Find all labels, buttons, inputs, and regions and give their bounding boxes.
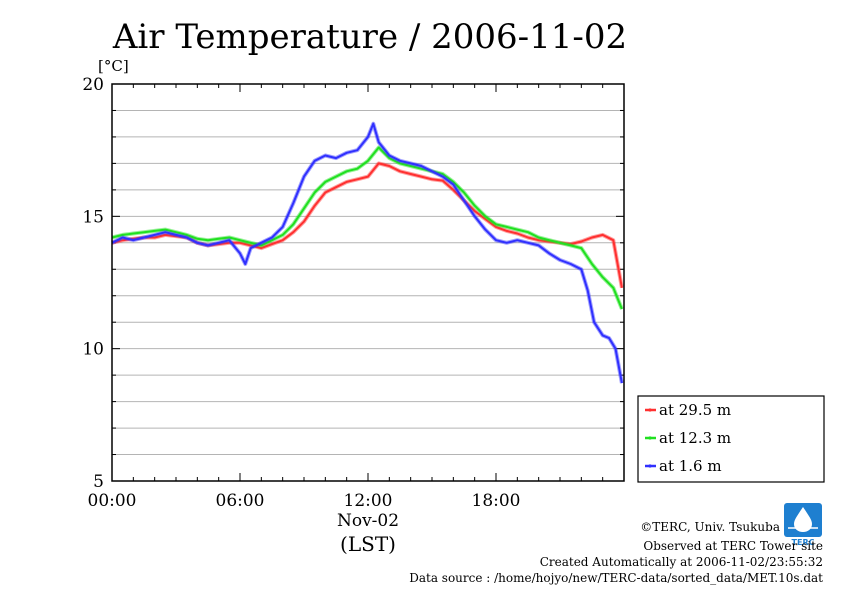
series-line-2 <box>111 122 623 384</box>
legend: at 29.5 m at 12.3 m at 1.6 m <box>645 401 731 475</box>
y-tick-label: 5 <box>93 472 104 492</box>
legend-marker-1 <box>648 436 652 440</box>
terc-logo: TERC <box>784 503 822 547</box>
legend-marker-0 <box>648 408 652 412</box>
y-tick-label: 20 <box>82 75 104 95</box>
y-tick-labels: 5 10 15 20 <box>82 75 104 492</box>
x-tick-label: 12:00 <box>344 491 393 511</box>
legend-box <box>637 395 825 483</box>
series-halo-1 <box>111 145 624 310</box>
series-layer <box>111 121 624 384</box>
copyright-text: ©TERC, Univ. Tsukuba <box>640 520 780 534</box>
x-tick-labels: 00:00 06:00 12:00 18:00 <box>88 491 521 511</box>
x-tick-label: 06:00 <box>216 491 265 511</box>
y-tick-label: 15 <box>82 207 104 227</box>
series-line-1 <box>111 146 623 310</box>
source-text: Data source : /home/hojyo/new/TERC-data/… <box>409 571 823 585</box>
x-tick-label: 00:00 <box>88 491 137 511</box>
legend-label-0: at 29.5 m <box>659 401 731 419</box>
observed-text: Observed at TERC Tower site <box>643 539 823 553</box>
logo-label: TERC <box>792 538 815 547</box>
legend-label-2: at 1.6 m <box>659 457 722 475</box>
x-date-label: Nov-02 <box>337 511 399 531</box>
axis-ticks <box>111 83 625 482</box>
legend-marker-2 <box>648 464 652 468</box>
y-unit-label: [°C] <box>98 57 129 75</box>
created-text: Created Automatically at 2006-11-02/23:5… <box>540 555 823 569</box>
chart-title: Air Temperature / 2006-11-02 <box>112 17 627 57</box>
plot-frame <box>111 83 625 482</box>
x-tick-label: 18:00 <box>472 491 521 511</box>
y-tick-label: 10 <box>82 340 104 360</box>
legend-label-1: at 12.3 m <box>659 429 731 447</box>
x-axis-title: (LST) <box>340 532 396 556</box>
